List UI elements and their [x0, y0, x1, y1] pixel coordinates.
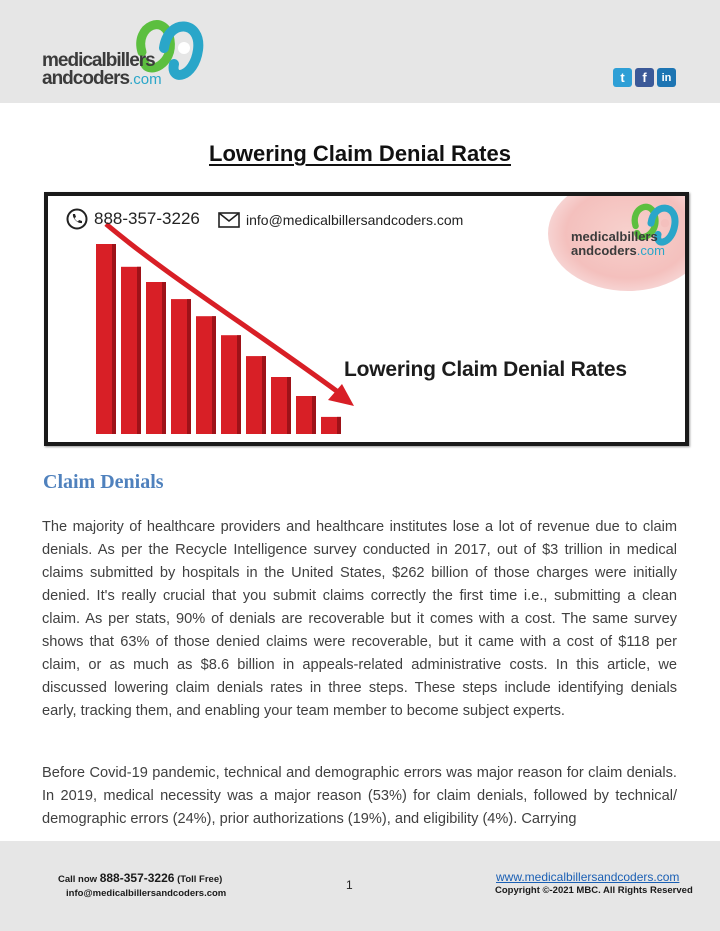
banner-bar: [121, 266, 141, 434]
banner-bar-shade: [312, 396, 316, 434]
banner-bar-shade: [212, 316, 216, 434]
page-number: 1: [346, 878, 353, 892]
banner-bar: [296, 396, 316, 434]
banner-bar-shade: [237, 335, 241, 434]
logo-line-2: andcoders: [42, 68, 130, 89]
banner-arrow-head: [328, 384, 354, 406]
banner-logo-line-1: medicalbillers: [571, 229, 658, 244]
envelope-icon: [218, 212, 240, 228]
banner-logo-swirl-icon: [631, 203, 679, 246]
footer-call: Call now 888-357-3226 (Toll Free): [58, 871, 222, 885]
banner-logo-wordmark: medicalbillers andcoders.com: [571, 230, 665, 258]
footer-email[interactable]: info@medicalbillersandcoders.com: [66, 888, 227, 899]
logo-suffix: .com: [129, 71, 162, 88]
banner-logo-line-2: andcoders: [571, 243, 637, 258]
banner-phone: 888-357-3226: [66, 208, 200, 230]
footer-phone-number[interactable]: 888-357-3226: [99, 871, 175, 885]
banner-bar-shade: [137, 266, 141, 434]
footer-copyright: Copyright ©-2021 MBC. All Rights Reserve…: [495, 885, 693, 896]
page-title: Lowering Claim Denial Rates: [209, 141, 511, 166]
banner-bar: [96, 244, 116, 434]
facebook-icon[interactable]: f: [635, 68, 654, 87]
paragraph-1: The majority of healthcare providers and…: [42, 519, 677, 719]
company-logo[interactable]: medicalbillers andcoders.com: [40, 12, 210, 94]
banner-email-address: info@medicalbillersandcoders.com: [246, 212, 464, 228]
footer-call-suffix: (Toll Free): [174, 874, 223, 885]
banner-bar-shade: [337, 416, 341, 434]
banner-bar: [246, 356, 266, 434]
declining-bars-graphic: [96, 222, 354, 434]
logo-wordmark: medicalbillers andcoders.com: [42, 50, 162, 89]
twitter-icon[interactable]: t: [613, 68, 632, 87]
banner-bar: [271, 377, 291, 434]
banner-bar-shade: [162, 282, 166, 434]
footer-call-prefix: Call now: [58, 874, 100, 885]
banner-bar-shade: [262, 356, 266, 434]
banner-caption: Lowering Claim Denial Rates: [344, 358, 627, 381]
banner-bar-shade: [112, 244, 116, 434]
logo-line-1: medicalbillers: [42, 50, 156, 71]
banner-image: 888-357-3226 info@medicalbillersandcoder…: [44, 192, 689, 446]
paragraph-2: Before Covid-19 pandemic, technical and …: [42, 765, 677, 827]
banner-phone-number: 888-357-3226: [94, 209, 200, 228]
banner-bar: [196, 316, 216, 434]
banner-bar: [146, 282, 166, 434]
banner-bar-shade: [287, 377, 291, 434]
banner-email: info@medicalbillersandcoders.com: [218, 212, 463, 228]
page-header: medicalbillers andcoders.com t f in: [0, 0, 720, 103]
banner-bar-shade: [187, 299, 191, 434]
page-footer: Call now 888-357-3226 (Toll Free) info@m…: [0, 841, 720, 931]
section-heading: Claim Denials: [43, 471, 164, 493]
social-links: t f in: [613, 68, 676, 87]
banner-bar: [171, 299, 191, 434]
logo-swirl-icon: [136, 20, 204, 80]
linkedin-icon[interactable]: in: [657, 68, 676, 87]
banner-logo-suffix: .com: [636, 243, 665, 258]
banner-bar: [321, 416, 341, 434]
phone-icon: [66, 208, 88, 230]
banner-bar: [221, 335, 241, 434]
footer-website-link[interactable]: www.medicalbillersandcoders.com: [496, 870, 680, 884]
banner-trend-arrow: [104, 222, 340, 395]
